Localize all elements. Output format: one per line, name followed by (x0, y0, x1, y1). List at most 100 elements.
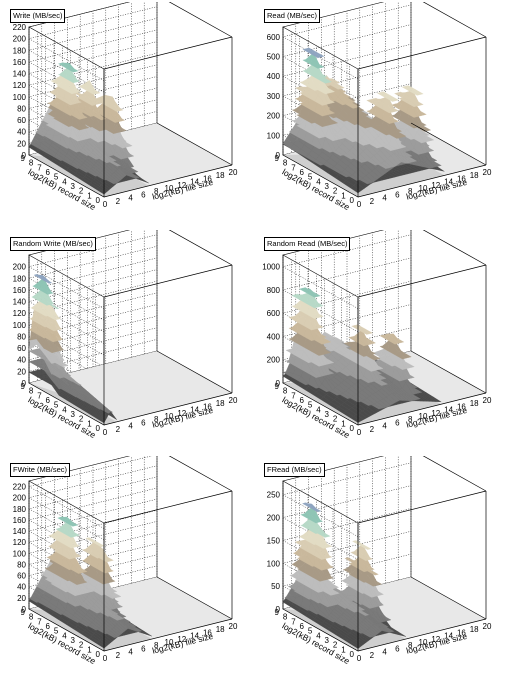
x-tick-label: 6 (141, 644, 146, 653)
chart-title: Random Write (MB/sec) (10, 237, 96, 251)
z-tick-label: 180 (13, 274, 27, 283)
z-tick-label: 1000 (262, 263, 280, 272)
x-tick-label: 20 (229, 622, 238, 631)
z-tick-label: 180 (13, 505, 27, 514)
z-tick-label: 80 (17, 332, 26, 341)
y-tick-label: 9 (21, 154, 26, 163)
z-tick-label: 100 (13, 549, 27, 558)
x-tick-label: 20 (229, 168, 238, 177)
z-tick-label: 60 (17, 344, 26, 353)
z-tick-label: 160 (13, 286, 27, 295)
x-tick-label: 0 (103, 428, 108, 437)
z-tick-label: 200 (13, 35, 27, 44)
x-tick-label: 4 (382, 648, 387, 657)
x-tick-label: 18 (216, 171, 225, 180)
z-tick-label: 50 (271, 582, 280, 591)
x-tick-label: 20 (483, 396, 492, 405)
z-tick-label: 120 (13, 309, 27, 318)
z-tick-label: 220 (13, 483, 27, 492)
z-tick-label: 140 (13, 527, 27, 536)
z-tick-label: 140 (13, 70, 27, 79)
x-tick-label: 18 (470, 171, 479, 180)
x-tick-label: 20 (483, 622, 492, 631)
z-tick-label: 20 (17, 594, 26, 603)
x-tick-label: 0 (357, 654, 362, 663)
x-tick-label: 0 (103, 200, 108, 209)
y-tick-label: 9 (275, 154, 280, 163)
chart-title: Write (MB/sec) (10, 9, 65, 23)
z-tick-label: 200 (267, 356, 281, 365)
z-tick-label: 800 (267, 286, 281, 295)
z-tick-label: 60 (17, 572, 26, 581)
z-tick-label: 150 (267, 536, 281, 545)
x-tick-label: 0 (357, 428, 362, 437)
y-tick-label: 9 (21, 608, 26, 617)
x-tick-label: 20 (229, 396, 238, 405)
z-tick-label: 220 (13, 23, 27, 32)
z-tick-label: 400 (267, 332, 281, 341)
z-tick-label: 80 (17, 104, 26, 113)
z-tick-label: 500 (267, 53, 281, 62)
z-tick-label: 200 (13, 494, 27, 503)
x-tick-label: 6 (141, 190, 146, 199)
y-tick-label: 9 (275, 382, 280, 391)
z-tick-label: 20 (17, 139, 26, 148)
z-tick-label: 140 (13, 298, 27, 307)
x-tick-label: 0 (103, 654, 108, 663)
z-tick-label: 40 (17, 583, 26, 592)
x-tick-label: 6 (141, 418, 146, 427)
z-tick-label: 200 (267, 514, 281, 523)
x-tick-label: 6 (395, 418, 400, 427)
x-tick-label: 2 (370, 651, 375, 660)
z-tick-label: 400 (267, 72, 281, 81)
z-tick-label: 600 (267, 33, 281, 42)
y-tick-label: 9 (21, 382, 26, 391)
y-tick-label: 9 (275, 608, 280, 617)
chart-title: Read (MB/sec) (264, 9, 320, 23)
x-tick-label: 2 (370, 197, 375, 206)
z-tick-label: 100 (13, 321, 27, 330)
z-tick-label: 200 (13, 263, 27, 272)
z-tick-label: 100 (13, 93, 27, 102)
z-tick-label: 120 (13, 538, 27, 547)
z-tick-label: 100 (267, 131, 281, 140)
x-tick-label: 6 (395, 644, 400, 653)
chart-title: FWrite (MB/sec) (10, 463, 70, 477)
z-tick-label: 80 (17, 560, 26, 569)
x-tick-label: 18 (470, 625, 479, 634)
z-tick-label: 600 (267, 309, 281, 318)
z-tick-label: 250 (267, 491, 281, 500)
x-tick-label: 4 (382, 422, 387, 431)
x-tick-label: 0 (357, 200, 362, 209)
x-tick-label: 2 (116, 197, 121, 206)
z-tick-label: 40 (17, 128, 26, 137)
z-tick-label: 160 (13, 58, 27, 67)
x-tick-label: 6 (395, 190, 400, 199)
x-tick-label: 18 (216, 399, 225, 408)
x-tick-label: 4 (128, 648, 133, 657)
x-tick-label: 4 (382, 194, 387, 203)
x-tick-label: 20 (483, 168, 492, 177)
z-tick-label: 60 (17, 116, 26, 125)
z-tick-label: 100 (267, 559, 281, 568)
x-tick-label: 4 (128, 194, 133, 203)
x-tick-label: 18 (216, 625, 225, 634)
chart-title: Random Read (MB/sec) (264, 237, 350, 251)
x-tick-label: 2 (116, 651, 121, 660)
z-tick-label: 120 (13, 81, 27, 90)
z-tick-label: 160 (13, 516, 27, 525)
z-tick-label: 40 (17, 356, 26, 365)
chart-title: FRead (MB/sec) (264, 463, 325, 477)
z-tick-label: 300 (267, 92, 281, 101)
